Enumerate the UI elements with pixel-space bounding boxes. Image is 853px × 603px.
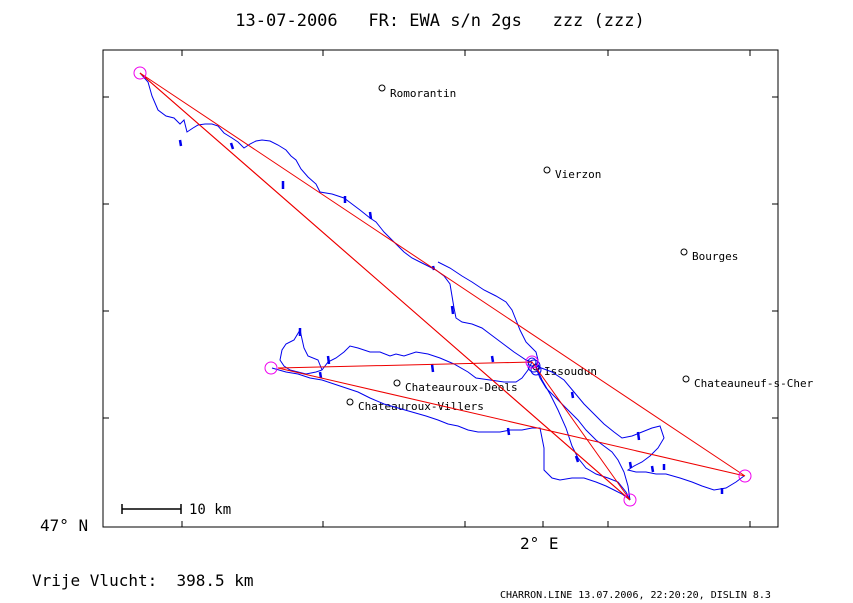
city-vierzon: Vierzon (543, 166, 601, 181)
map-title: 13-07-2006 FR: EWA s/n 2gs zzz (zzz) (235, 11, 644, 31)
track-segment-2 (279, 328, 533, 383)
track-segment-3 (271, 367, 631, 501)
turnpoint (525, 355, 539, 369)
track-climb-marks (178, 139, 724, 494)
flight-track (139, 72, 745, 501)
city-romorantin: Romorantin (378, 84, 456, 100)
city-chateauneuf-s-cher: Chateauneuf-s-Cher (682, 375, 814, 390)
axis-ticks (103, 50, 778, 527)
map-frame (102, 49, 779, 528)
free-flight-distance: Vrije Vlucht: 398.5 km (32, 571, 254, 590)
turnpoints (133, 66, 752, 507)
city-chateauroux-villers: Chateauroux-Villers (346, 398, 484, 413)
city-label: Chateauroux-Villers (358, 400, 484, 413)
city-label: Bourges (692, 250, 738, 263)
city-label: Romorantin (390, 87, 456, 100)
latitude-label: 47° N (40, 516, 88, 535)
footer-credit: CHARRON.LINE 13.07.2006, 22:20:20, DISLI… (500, 590, 771, 601)
track-segment-5 (535, 365, 745, 491)
declared-route-closing-leg (139, 72, 631, 501)
scale-bar-label: 10 km (189, 502, 231, 518)
track-segment-1 (139, 72, 533, 363)
longitude-label: 2° E (520, 534, 559, 553)
city-chateauroux-deols: Chateauroux-Deols (393, 379, 518, 394)
turnpoint (623, 493, 637, 507)
city-bourges: Bourges (680, 248, 738, 263)
city-label: Chateauroux-Deols (405, 381, 518, 394)
track-segment-6 (535, 365, 631, 501)
city-label: Chateauneuf-s-Cher (694, 377, 814, 390)
turnpoint-start (133, 66, 147, 80)
turnpoint-end (738, 469, 752, 483)
city-label: Vierzon (555, 168, 601, 181)
scale-bar: 10 km (121, 502, 231, 518)
turnpoint (264, 361, 278, 375)
